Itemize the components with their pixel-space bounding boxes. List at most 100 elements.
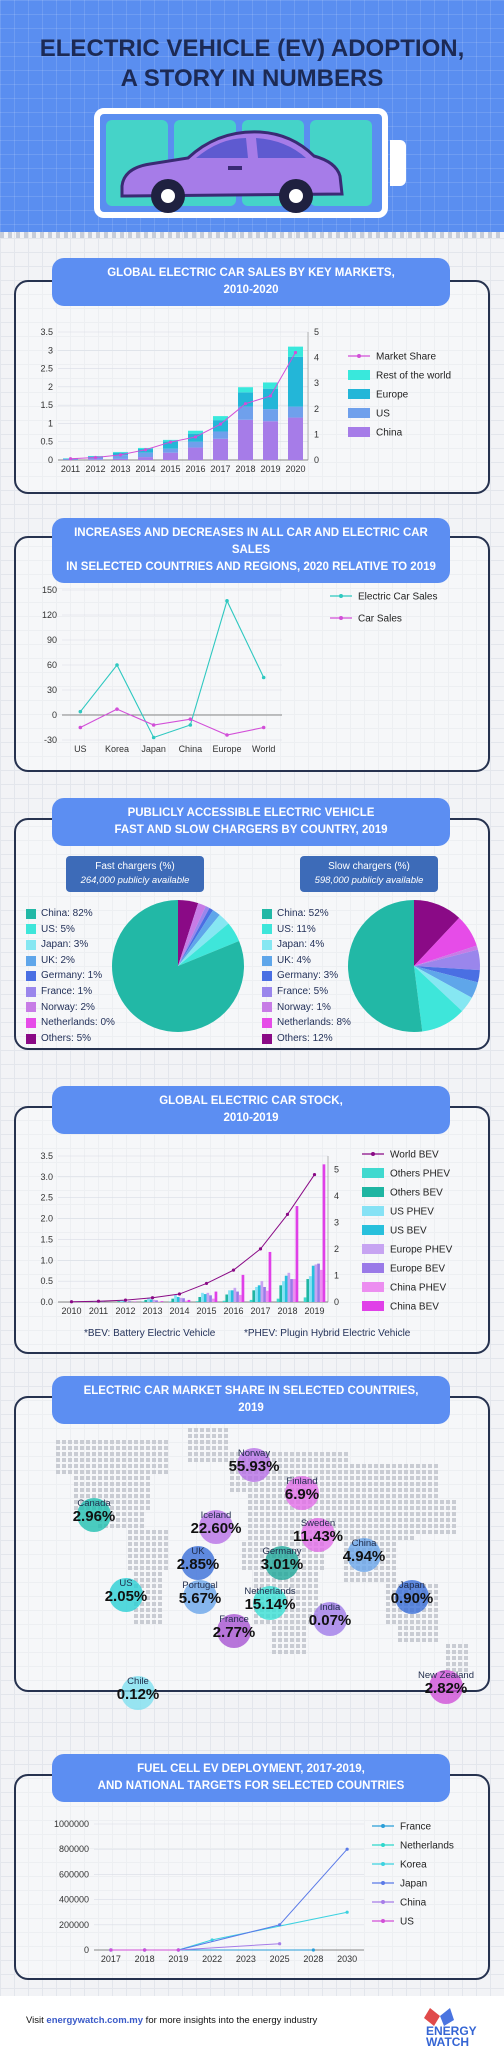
map-dot <box>368 1512 372 1516</box>
map-dot <box>278 1500 282 1504</box>
map-dot <box>290 1470 294 1474</box>
map-dot <box>104 1476 108 1480</box>
x-tick-label: 2016 <box>223 1306 243 1316</box>
map-dot <box>428 1488 432 1492</box>
country-name: Norway <box>237 1448 271 1459</box>
map-dot <box>410 1524 414 1528</box>
map-dot <box>410 1536 414 1540</box>
map-dot <box>374 1566 378 1570</box>
map-dot <box>350 1500 354 1504</box>
bubble-circle <box>109 1578 143 1612</box>
map-dot <box>308 1512 312 1516</box>
chart-2-title: INCREASES AND DECREASES IN ALL CAR AND E… <box>52 518 450 583</box>
map-dot <box>92 1452 96 1456</box>
map-dot <box>362 1494 366 1498</box>
bar-others-bev <box>252 1290 256 1302</box>
footer-link[interactable]: energywatch.com.my <box>46 2015 144 2026</box>
map-dot <box>314 1566 318 1570</box>
market-share-point <box>118 453 123 457</box>
map-dot <box>302 1650 306 1654</box>
map-dot <box>56 1470 60 1474</box>
map-dot <box>260 1548 264 1552</box>
map-dot <box>92 1488 96 1492</box>
map-dot <box>134 1524 138 1528</box>
country-value: 2.82% <box>424 1680 468 1697</box>
bar-china-bev <box>241 1274 245 1302</box>
world-bev-point <box>258 1247 263 1251</box>
map-dot <box>134 1458 138 1462</box>
map-dot <box>392 1470 396 1474</box>
map-dot <box>164 1446 168 1450</box>
map-dot <box>374 1470 378 1474</box>
pie-slice <box>178 923 240 966</box>
legend-marker <box>371 1152 375 1156</box>
map-dot <box>290 1620 294 1624</box>
map-dot <box>146 1542 150 1546</box>
map-dot <box>86 1494 90 1498</box>
map-dot <box>434 1584 438 1588</box>
map-dot <box>458 1644 462 1648</box>
map-dot <box>284 1506 288 1510</box>
map-dot <box>152 1596 156 1600</box>
map-dot <box>428 1506 432 1510</box>
bar-europe-phev <box>179 1297 183 1302</box>
map-dot <box>320 1560 324 1564</box>
map-dot <box>386 1482 390 1486</box>
map-dot <box>428 1530 432 1534</box>
legend-item: Norway: 2% <box>26 1000 115 1016</box>
map-dot <box>140 1452 144 1456</box>
map-dot <box>428 1626 432 1630</box>
map-dot <box>386 1608 390 1612</box>
market-share-point <box>93 455 98 460</box>
legend-marker <box>357 354 361 358</box>
map-dot <box>386 1548 390 1552</box>
map-dot <box>284 1608 288 1612</box>
map-dot <box>314 1506 318 1510</box>
pie-slice <box>414 966 472 1012</box>
map-dot <box>254 1542 258 1546</box>
legend-label: Korea <box>400 1860 427 1871</box>
map-dot <box>290 1638 294 1642</box>
map-dot <box>308 1590 312 1594</box>
map-dot <box>380 1554 384 1558</box>
legend-label: US PHEV <box>390 1207 434 1218</box>
map-dot <box>260 1578 264 1582</box>
map-dot <box>254 1620 258 1624</box>
map-dot <box>392 1536 396 1540</box>
map-dot <box>290 1512 294 1516</box>
map-dot <box>188 1458 192 1462</box>
map-dot <box>374 1476 378 1480</box>
map-dot <box>68 1446 72 1450</box>
map-dot <box>86 1476 90 1480</box>
map-dot <box>332 1482 336 1486</box>
map-dot <box>422 1464 426 1468</box>
map-dot <box>68 1458 72 1462</box>
map-dot <box>56 1464 60 1468</box>
map-dot <box>74 1476 78 1480</box>
map-dot <box>158 1578 162 1582</box>
map-dot <box>140 1500 144 1504</box>
map-dot <box>116 1488 120 1492</box>
map-dot <box>464 1662 468 1666</box>
map-dot <box>194 1446 198 1450</box>
bubble-circle <box>199 1510 233 1544</box>
map-dot <box>320 1506 324 1510</box>
map-dot <box>404 1524 408 1528</box>
map-dot <box>278 1494 282 1498</box>
map-dot <box>392 1506 396 1510</box>
map-dot <box>194 1452 198 1456</box>
map-dot <box>254 1584 258 1588</box>
map-dot <box>302 1638 306 1642</box>
map-dot <box>254 1572 258 1576</box>
map-dot <box>428 1500 432 1504</box>
map-dot <box>350 1536 354 1540</box>
map-dot <box>62 1464 66 1468</box>
y-tick-label: 2.5 <box>40 1193 53 1203</box>
map-dot <box>290 1524 294 1528</box>
map-dot <box>302 1464 306 1468</box>
map-dot <box>140 1524 144 1528</box>
map-dot <box>398 1512 402 1516</box>
map-dot <box>434 1464 438 1468</box>
map-dot <box>236 1488 240 1492</box>
map-dot <box>164 1440 168 1444</box>
